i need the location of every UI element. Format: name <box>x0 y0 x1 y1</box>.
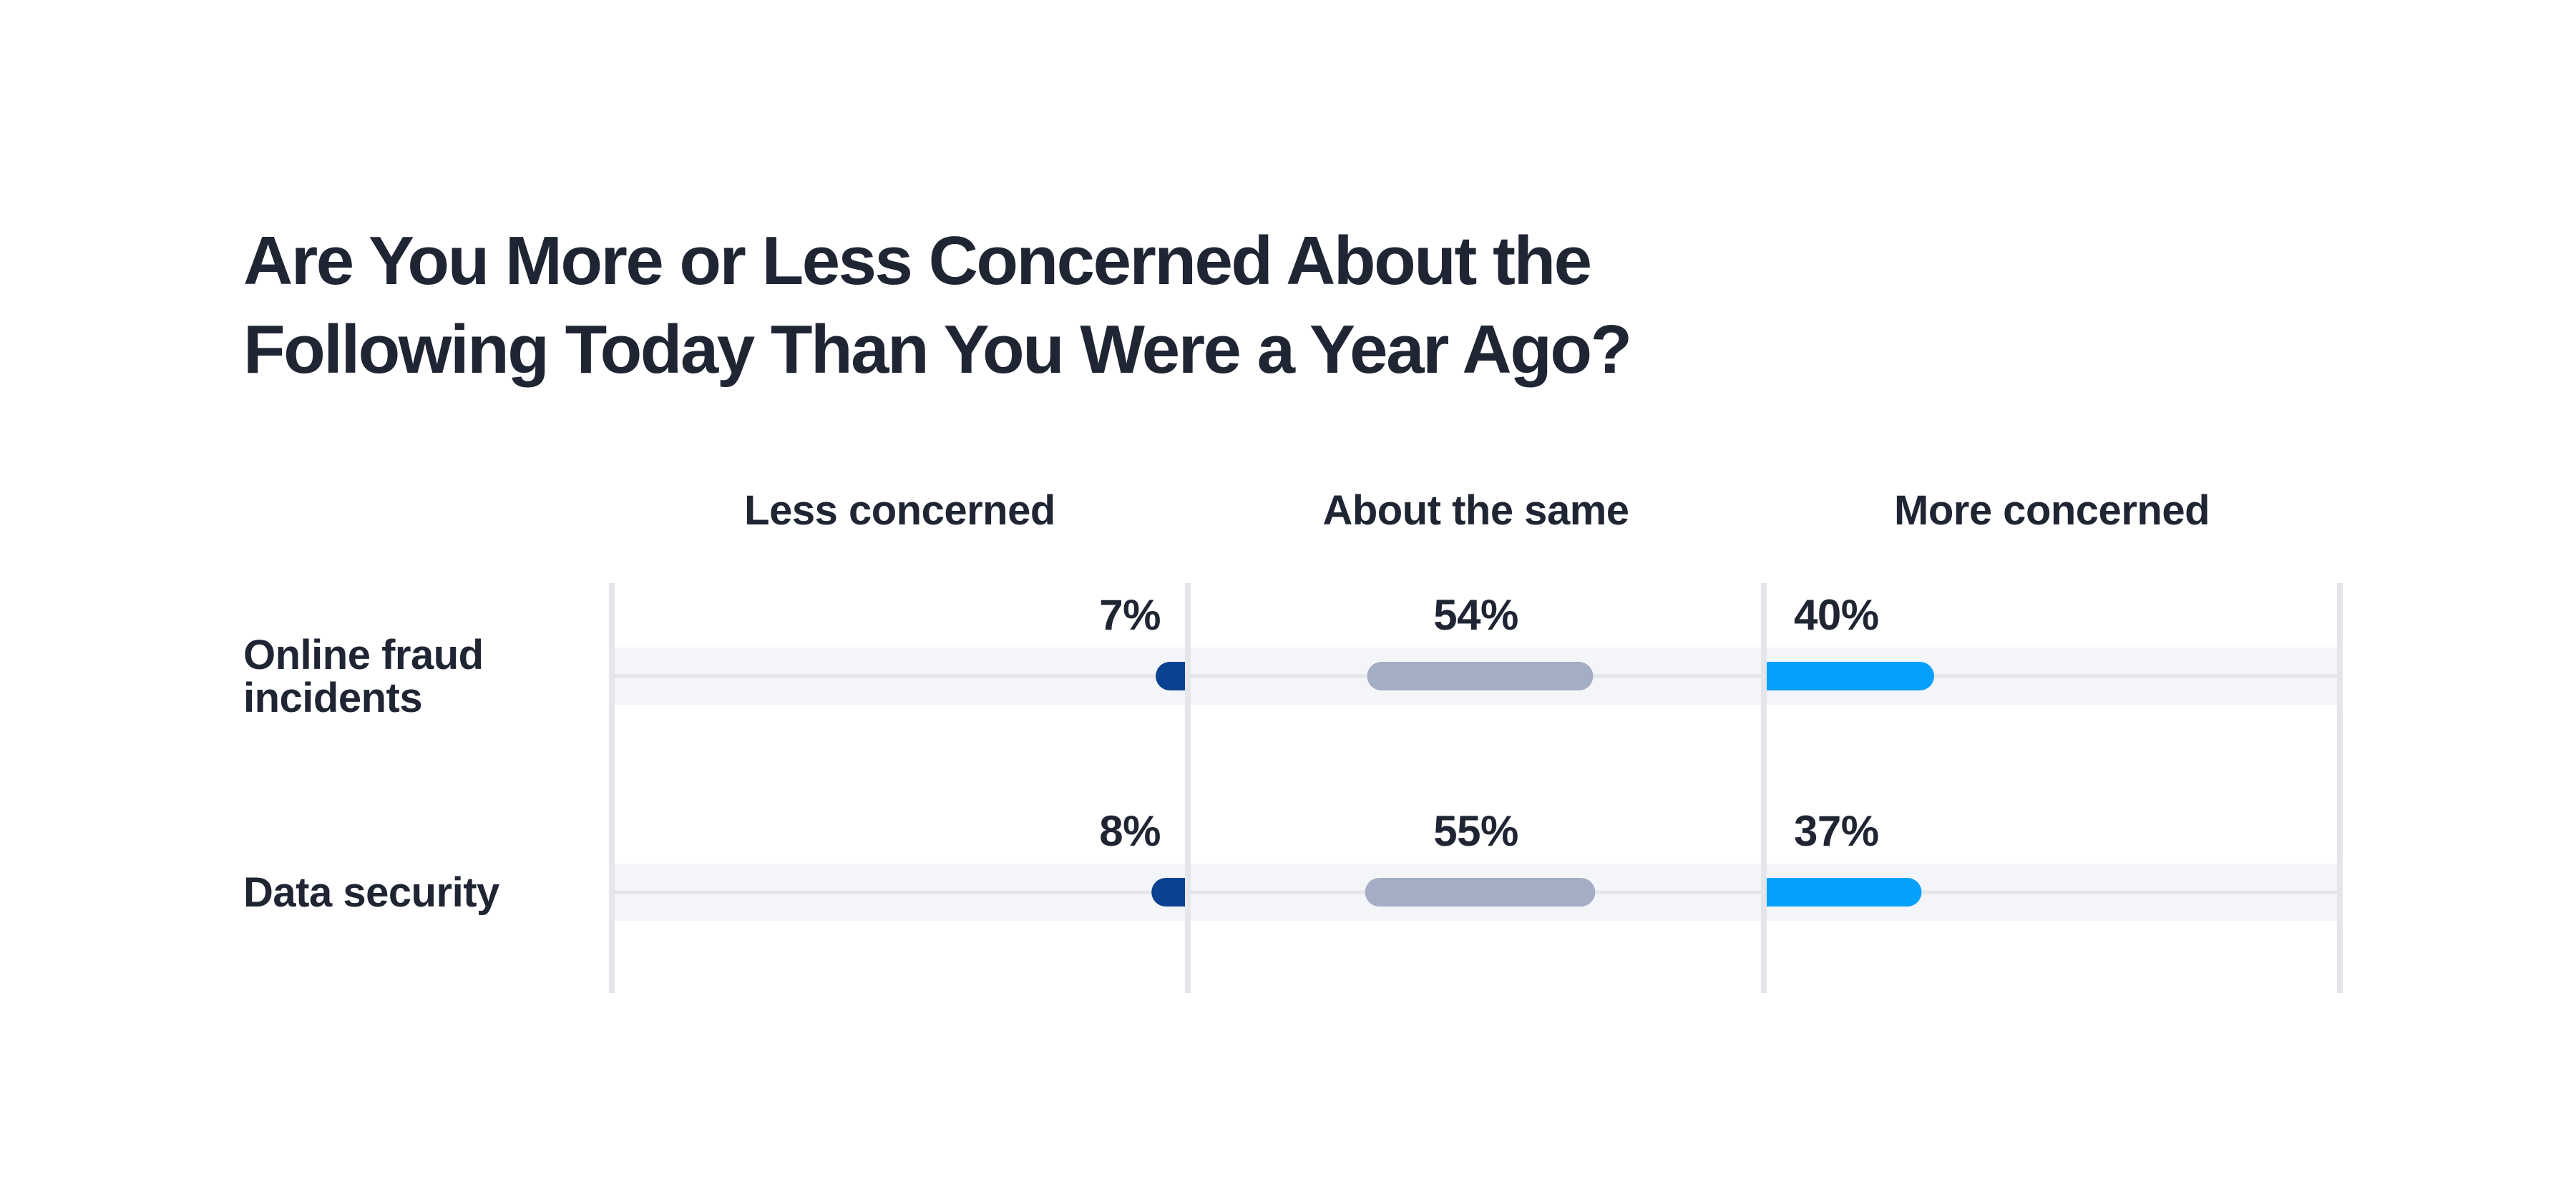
row-labels: Online fraud incidents Data security <box>243 632 500 916</box>
column-header-more-concerned: More concerned <box>1894 487 2210 534</box>
value-label-more-concerned-online-fraud-incidents: 40% <box>1794 591 1879 639</box>
bar-about-the-same-online-fraud-incidents <box>1367 662 1594 690</box>
row-label-line: Online fraud <box>243 632 484 678</box>
column-headers: Less concerned About the same More concern… <box>744 487 2210 534</box>
value-labels: 7% 8% 54% 55% 40% 37% <box>1099 591 1879 855</box>
row-label-data-security: Data security <box>243 869 499 916</box>
bar-less-concerned-online-fraud-incidents <box>1156 662 1185 690</box>
row-label-line: incidents <box>243 675 422 721</box>
chart-title: Are You More or Less Concerned About the… <box>243 223 1632 388</box>
bar-more-concerned-online-fraud-incidents <box>1767 662 1934 690</box>
value-label-about-the-same-online-fraud-incidents: 54% <box>1433 591 1518 639</box>
row-label-line: Data security <box>243 869 499 916</box>
value-label-less-concerned-data-security: 8% <box>1099 807 1161 855</box>
bar-more-concerned-data-security <box>1767 878 1922 907</box>
chart-title-line-2: Following Today Than You Were a Year Ago… <box>243 311 1631 388</box>
bars <box>1151 662 1934 907</box>
value-label-about-the-same-data-security: 55% <box>1433 807 1518 855</box>
chart-title-line-1: Are You More or Less Concerned About the <box>243 223 1591 299</box>
bar-less-concerned-data-security <box>1151 878 1185 907</box>
column-header-less-concerned: Less concerned <box>744 487 1055 534</box>
column-dividers <box>609 583 2343 993</box>
value-label-more-concerned-data-security: 37% <box>1794 807 1879 855</box>
value-label-less-concerned-online-fraud-incidents: 7% <box>1099 591 1161 639</box>
row-label-online-fraud-incidents: Online fraud incidents <box>243 632 484 721</box>
column-header-about-the-same: About the same <box>1322 487 1629 534</box>
bar-about-the-same-data-security <box>1365 878 1596 907</box>
